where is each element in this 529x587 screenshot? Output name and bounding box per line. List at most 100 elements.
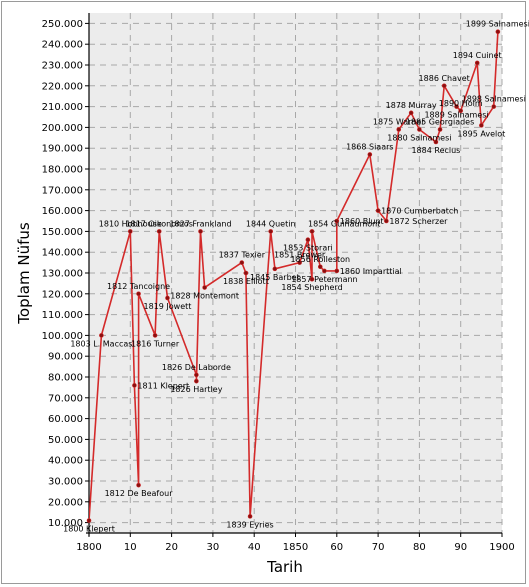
data-point bbox=[132, 383, 137, 388]
point-label: 1837 Texier bbox=[219, 251, 266, 260]
point-label: 1860 Blunt bbox=[340, 217, 384, 226]
x-tick-label: 20 bbox=[165, 542, 178, 553]
point-label: 1890 Holm bbox=[439, 99, 483, 108]
y-tick-label: 170.000 bbox=[42, 185, 83, 196]
x-tick-label: 1850 bbox=[283, 542, 308, 553]
point-label: 1870 Cumberbatch bbox=[381, 207, 458, 216]
y-tick-label: 30.000 bbox=[48, 477, 83, 488]
data-point bbox=[309, 276, 315, 282]
point-label: 1816 Turner bbox=[131, 339, 180, 348]
y-tick-label: 110.000 bbox=[42, 310, 83, 321]
x-tick-label: 60 bbox=[330, 542, 343, 553]
data-point bbox=[156, 229, 162, 234]
y-tick-label: 220.000 bbox=[42, 81, 83, 92]
data-point bbox=[317, 264, 323, 270]
point-label: 1812 Tancoigne bbox=[107, 282, 170, 291]
x-tick-label: 40 bbox=[248, 542, 261, 553]
point-label: 1884 Reclus bbox=[411, 146, 460, 155]
point-label: 1844 Quetin bbox=[246, 219, 296, 228]
y-tick-label: 80.000 bbox=[48, 373, 83, 384]
data-point bbox=[495, 29, 501, 35]
data-point bbox=[198, 229, 203, 234]
x-tick-label: 1800 bbox=[76, 542, 101, 553]
data-point bbox=[491, 104, 497, 109]
point-label: 1856 Rolleston bbox=[290, 255, 350, 264]
point-label: 1880 Salnamesi bbox=[387, 133, 451, 142]
data-point bbox=[268, 229, 274, 234]
x-tick-label: 80 bbox=[413, 542, 426, 553]
point-label: 1810 Hobhouse bbox=[99, 219, 162, 228]
y-tick-label: 40.000 bbox=[48, 456, 83, 467]
point-label: 1854 Shepherd bbox=[281, 283, 342, 292]
point-label: 1839 Eyries bbox=[226, 520, 273, 529]
point-label: 1827 Frankland bbox=[169, 219, 231, 228]
point-label: 1872 Scherzer bbox=[389, 217, 448, 226]
y-tick-label: 120.000 bbox=[42, 289, 83, 300]
x-tick-label: 90 bbox=[454, 542, 467, 553]
point-label: 1886 Chavet bbox=[419, 74, 470, 83]
data-point bbox=[384, 218, 389, 224]
series-layer bbox=[86, 29, 501, 523]
y-tick-label: 160.000 bbox=[42, 206, 83, 217]
data-point bbox=[408, 110, 414, 116]
y-tick-label: 200.000 bbox=[42, 123, 83, 134]
data-point bbox=[136, 291, 141, 297]
point-label: 1878 Murray bbox=[386, 101, 437, 110]
data-point bbox=[367, 152, 373, 157]
y-tick-label: 240.000 bbox=[42, 40, 83, 51]
data-point bbox=[202, 285, 207, 290]
data-point bbox=[194, 378, 199, 384]
grid-lines bbox=[89, 13, 503, 533]
point-label: 1854 Guinaumont bbox=[308, 219, 380, 228]
data-point bbox=[433, 139, 439, 145]
x-tick-label: 1900 bbox=[489, 542, 514, 553]
point-label: 1819 Jowett bbox=[144, 302, 192, 311]
x-axis-title: Tarih bbox=[266, 558, 303, 576]
data-point bbox=[99, 333, 104, 338]
data-point bbox=[165, 295, 170, 301]
point-label: 1851 Brewer bbox=[274, 251, 326, 260]
y-tick-label: 150.000 bbox=[42, 227, 83, 238]
data-point bbox=[334, 268, 340, 274]
data-point bbox=[322, 268, 327, 274]
y-tick-label: 140.000 bbox=[42, 248, 83, 259]
y-tick-label: 100.000 bbox=[42, 331, 83, 342]
axes bbox=[86, 13, 502, 536]
x-tick-label: 70 bbox=[372, 542, 385, 553]
point-label: 1898 Salnamesi bbox=[462, 95, 526, 104]
data-point bbox=[243, 270, 249, 276]
data-point bbox=[396, 127, 402, 132]
data-point bbox=[454, 104, 459, 109]
y-tick-label: 130.000 bbox=[42, 269, 83, 280]
data-point bbox=[239, 260, 245, 265]
data-point bbox=[441, 83, 447, 89]
y-tick-label: 70.000 bbox=[48, 393, 83, 404]
point-label: 1885 Georgiades bbox=[406, 117, 474, 126]
point-label: 1826 Hartley bbox=[170, 385, 222, 394]
data-point bbox=[272, 266, 278, 272]
point-label: 1811 Klepert bbox=[137, 381, 189, 390]
data-point bbox=[309, 229, 315, 234]
y-axis-title: Toplam Nüfus bbox=[15, 222, 33, 325]
data-point bbox=[86, 518, 92, 523]
data-point bbox=[417, 127, 422, 132]
y-tick-label: 60.000 bbox=[48, 414, 83, 425]
point-label: 1826 De Laborde bbox=[162, 363, 231, 372]
data-point bbox=[474, 60, 480, 66]
data-point bbox=[305, 237, 311, 243]
y-tick-label: 250.000 bbox=[42, 19, 83, 30]
data-point bbox=[458, 108, 464, 114]
x-axis-ticks: 1800 10 20 30 40 1850 60 70 80 90 1900 bbox=[76, 533, 515, 553]
y-tick-label: 50.000 bbox=[48, 435, 83, 446]
point-label: 1857 Petermann bbox=[291, 275, 357, 284]
point-label: 1899 Salnamesi bbox=[466, 20, 529, 29]
point-label: 1845 Barbet bbox=[250, 273, 300, 282]
y-axis-ticks: 10.000 20.000 30.000 40.000 50.000 60.000 70.0… bbox=[42, 19, 89, 529]
point-label: 1838 Elliott bbox=[223, 277, 269, 286]
point-label: 1853 Storari bbox=[283, 244, 333, 253]
data-point bbox=[375, 208, 381, 213]
data-point bbox=[136, 482, 141, 488]
data-point bbox=[297, 260, 302, 265]
data-point bbox=[437, 127, 443, 132]
